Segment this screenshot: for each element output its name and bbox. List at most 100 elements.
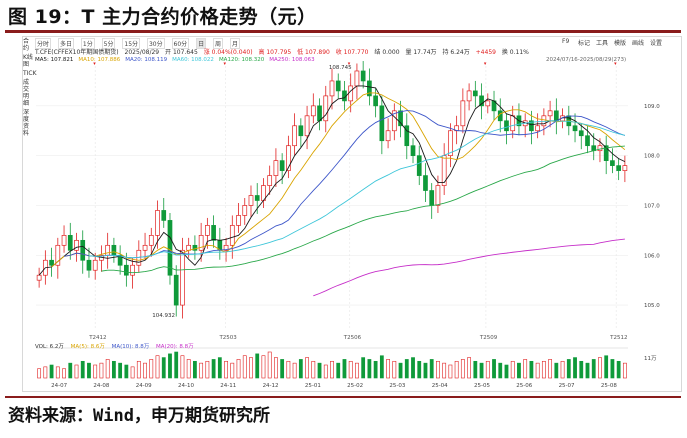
period-label: T2412 bbox=[88, 335, 106, 341]
volume-bar bbox=[355, 362, 359, 379]
period-tab-month[interactable]: 月 bbox=[229, 38, 240, 49]
volume-bar bbox=[604, 355, 609, 379]
volume-bar bbox=[541, 360, 546, 379]
source-note: 资料来源：Wind，申万期货研究所 bbox=[8, 406, 270, 426]
period-tab-day[interactable]: 日 bbox=[196, 38, 207, 49]
volume-bar bbox=[373, 360, 378, 379]
candle-body bbox=[391, 110, 397, 132]
period-tab-intraday[interactable]: 分时 bbox=[35, 38, 52, 49]
mark-button[interactable]: 标记 bbox=[578, 40, 591, 47]
volume-bar bbox=[130, 366, 135, 379]
volume-bar bbox=[168, 353, 172, 379]
template-button[interactable]: 模版 bbox=[614, 40, 627, 47]
period-tab-multiday[interactable]: 多日 bbox=[57, 38, 74, 49]
candle-body bbox=[254, 195, 260, 201]
volume-bar bbox=[361, 357, 366, 379]
volume-bar bbox=[436, 360, 440, 379]
volume-bar bbox=[498, 362, 503, 379]
candle-body bbox=[529, 120, 534, 132]
period-tab-5m[interactable]: 5分 bbox=[101, 38, 116, 49]
volume-bar bbox=[242, 355, 247, 379]
candle-body bbox=[597, 145, 603, 152]
volume-bar bbox=[548, 359, 553, 379]
volume-bar bbox=[261, 355, 266, 379]
volume-bar bbox=[616, 360, 621, 379]
period-tab-30m[interactable]: 30分 bbox=[146, 38, 165, 49]
f9-button[interactable]: F9 bbox=[562, 38, 570, 45]
quote-bar: T.CFE(CFFEX10年期国债期货) 2025/08/29 开 107.64… bbox=[35, 47, 533, 56]
sidebar-item-trades[interactable]: 成交明细 bbox=[23, 79, 30, 107]
ma-legend: MA5: 107.821 MA10: 107.886 MA20: 108.119 MA… bbox=[35, 57, 320, 66]
price-tick-label: 109.0 bbox=[644, 104, 660, 110]
volume-bar bbox=[560, 360, 565, 379]
candle-body bbox=[466, 90, 472, 102]
volume-axis-label: 11万 bbox=[644, 355, 657, 362]
settings-button[interactable]: 设置 bbox=[650, 40, 663, 47]
ma120-line bbox=[101, 145, 625, 274]
quote-turnover: 换 0.11% bbox=[501, 49, 529, 56]
volume-bar bbox=[323, 364, 328, 379]
volume-bar bbox=[118, 362, 123, 379]
date-tick-label: 24-11 bbox=[220, 383, 236, 389]
candle-body bbox=[286, 145, 291, 171]
period-tab-60m[interactable]: 60分 bbox=[171, 38, 190, 49]
volume-bar bbox=[93, 364, 98, 379]
period-tab-week[interactable]: 周 bbox=[213, 38, 224, 49]
volume-bar bbox=[62, 368, 66, 379]
period-tab-15m[interactable]: 15分 bbox=[122, 38, 141, 49]
candle-body bbox=[472, 90, 478, 97]
volume-bar bbox=[504, 364, 509, 379]
source-rule bbox=[5, 396, 681, 398]
figure-title: 图 19：T 主力合约价格走势（元） bbox=[8, 6, 317, 28]
candle-body bbox=[80, 239, 86, 261]
sidebar-item-contract[interactable]: 合约 bbox=[23, 38, 30, 52]
sidebar-item-depth[interactable]: 深度资料 bbox=[23, 109, 30, 137]
ma5-line bbox=[38, 85, 626, 276]
date-tick-label: 25-04 bbox=[432, 383, 448, 389]
date-range: 2024/07/16-2025/08/29(273) bbox=[546, 57, 627, 63]
candle-body bbox=[404, 125, 410, 147]
volume-bar bbox=[479, 362, 484, 379]
volume-bar bbox=[230, 362, 235, 379]
candle-body bbox=[105, 244, 111, 256]
ma60-line bbox=[88, 120, 625, 259]
candle-body bbox=[310, 105, 316, 117]
volume-bar bbox=[155, 355, 160, 379]
candle-body bbox=[111, 244, 117, 256]
candle-body bbox=[49, 259, 54, 266]
volume-bar bbox=[535, 362, 540, 379]
volume-bar bbox=[529, 360, 534, 379]
volume-bar bbox=[523, 359, 528, 379]
period-label: T2509 bbox=[479, 335, 498, 341]
candle-body bbox=[173, 274, 179, 306]
volume-bar bbox=[311, 360, 316, 379]
date-tick-label: 25-02 bbox=[347, 383, 363, 389]
draw-button[interactable]: 画线 bbox=[632, 40, 645, 47]
sidebar-item-kline[interactable]: K线图 bbox=[23, 54, 33, 68]
candle-body bbox=[92, 259, 98, 271]
period-tab-1m[interactable]: 1分 bbox=[80, 38, 95, 49]
volume-bar bbox=[305, 357, 309, 379]
sidebar-item-tick[interactable]: TICK bbox=[23, 70, 37, 77]
date-tick-label: 25-07 bbox=[559, 383, 575, 389]
volume-bar bbox=[398, 362, 403, 379]
quote-settle: 结 0.000 bbox=[374, 49, 400, 56]
volume-value: VOL: 6.2万 bbox=[35, 344, 64, 350]
candle-body bbox=[229, 225, 235, 246]
volume-bar bbox=[205, 360, 210, 379]
volume-bar bbox=[49, 364, 54, 379]
volume-bar bbox=[217, 357, 222, 379]
volume-bar bbox=[598, 357, 602, 379]
volume-bar bbox=[55, 366, 60, 379]
quote-change: 涨 0.04%(0.040) bbox=[203, 49, 253, 56]
volume-bar bbox=[585, 362, 590, 379]
volume-bar bbox=[80, 360, 85, 379]
candle-body bbox=[547, 110, 553, 117]
candle-body bbox=[74, 239, 79, 251]
candle-body bbox=[416, 155, 422, 176]
tools-button[interactable]: 工具 bbox=[596, 40, 609, 47]
low-annotation: 104.932 bbox=[152, 313, 175, 319]
volume-bar bbox=[161, 357, 166, 379]
candle-body bbox=[510, 115, 516, 132]
volume-bar bbox=[87, 362, 91, 379]
